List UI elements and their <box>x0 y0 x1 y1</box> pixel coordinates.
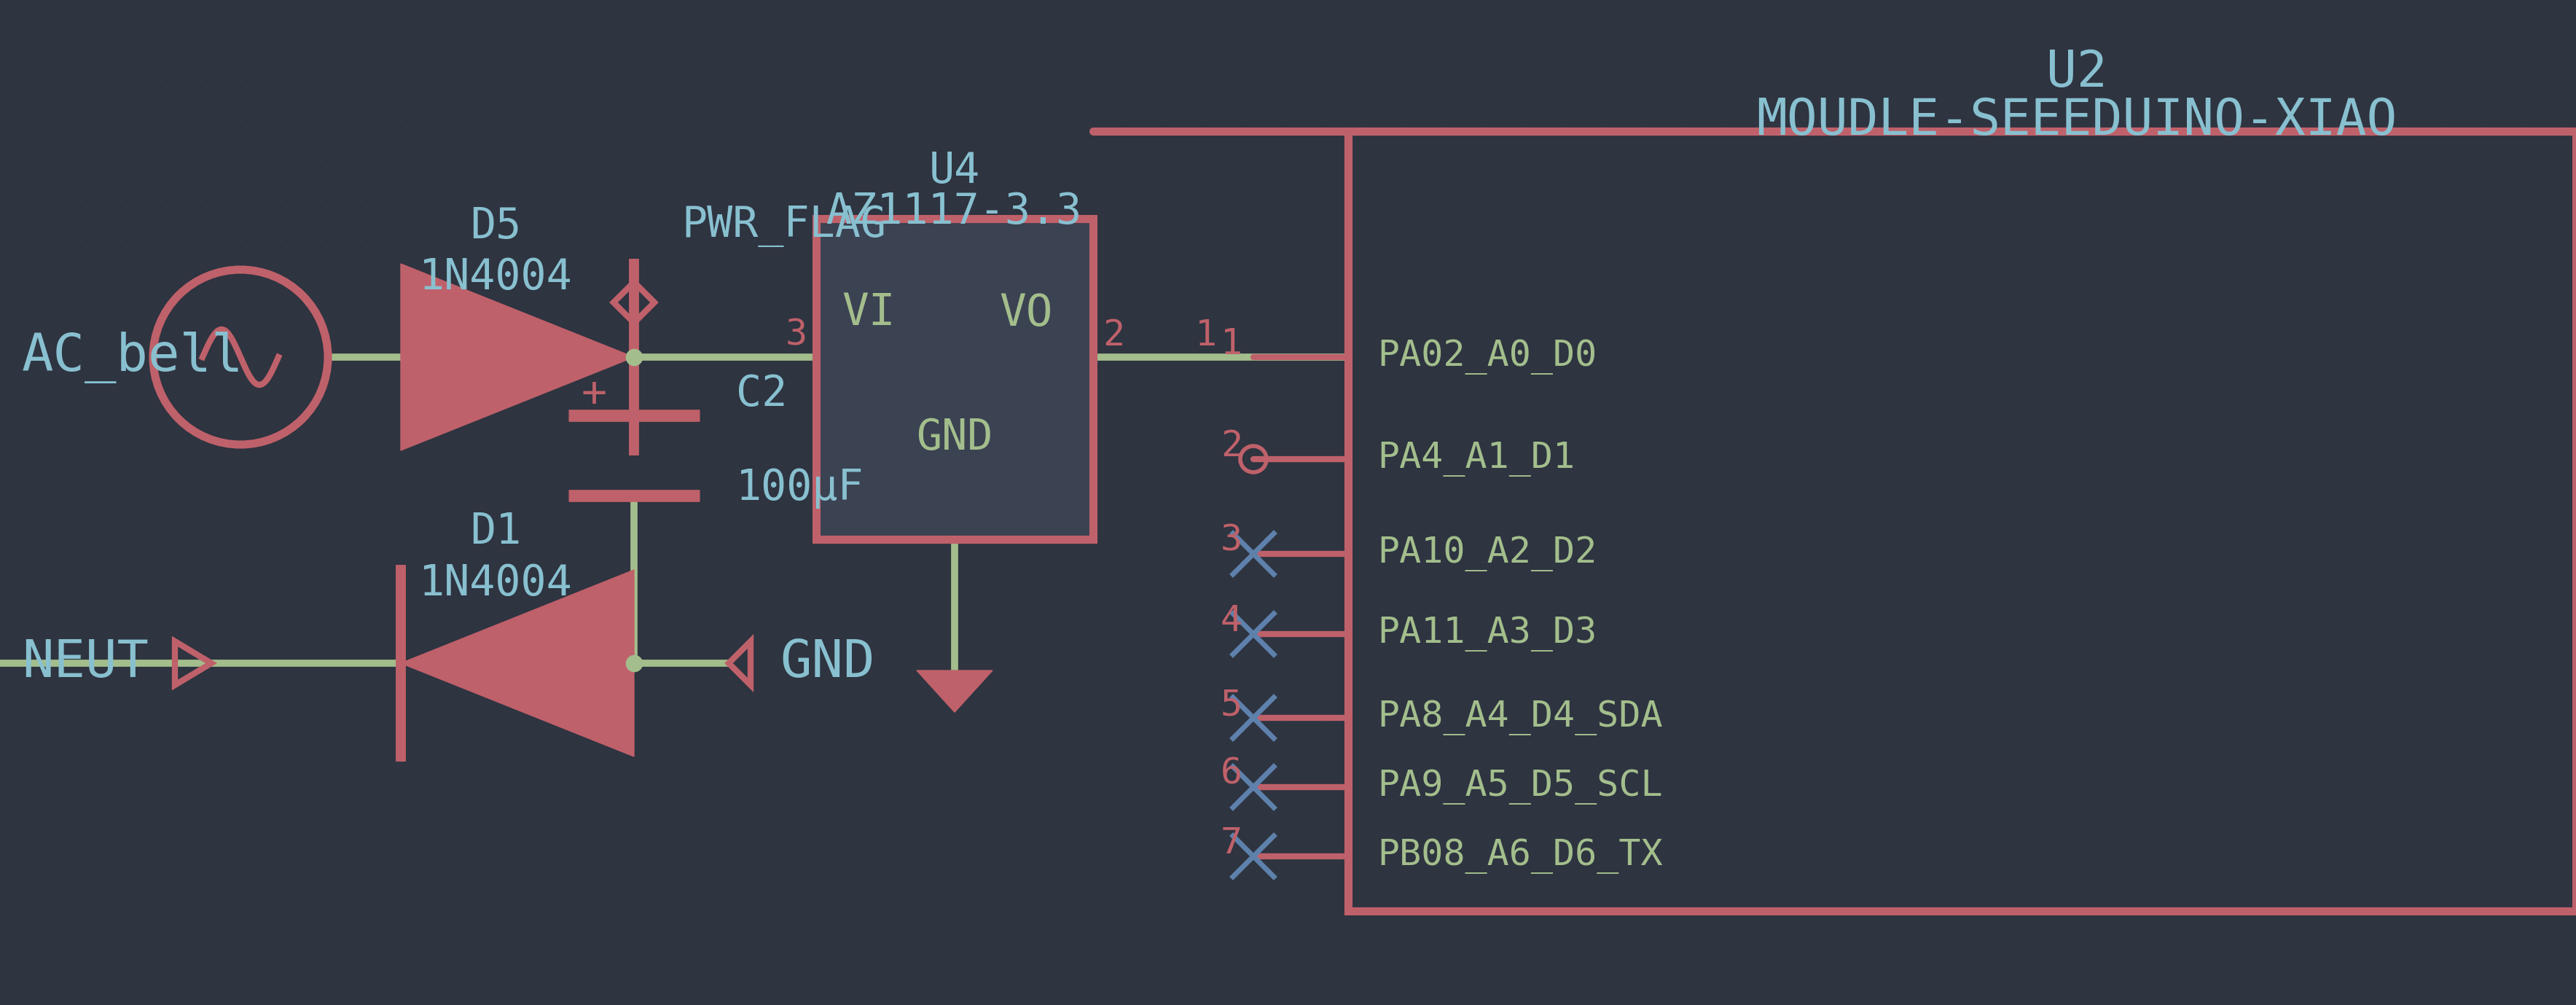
Polygon shape <box>917 670 992 713</box>
Text: PA4_A1_D1: PA4_A1_D1 <box>1378 441 1574 476</box>
Text: C2: C2 <box>737 373 788 414</box>
Text: PWR_FLAG: PWR_FLAG <box>680 205 886 247</box>
Text: 1: 1 <box>1221 327 1242 362</box>
Polygon shape <box>402 570 634 757</box>
Text: 7: 7 <box>1221 826 1242 860</box>
Text: PA9_A5_D5_SCL: PA9_A5_D5_SCL <box>1378 770 1662 805</box>
Text: D1: D1 <box>469 512 520 553</box>
Text: D5: D5 <box>469 205 520 246</box>
Text: PA8_A4_D4_SDA: PA8_A4_D4_SDA <box>1378 700 1662 736</box>
Text: GND: GND <box>917 416 992 458</box>
Text: 1: 1 <box>1195 318 1216 353</box>
Text: 4: 4 <box>1221 603 1242 638</box>
Text: VI: VI <box>842 291 896 335</box>
Text: MOUDLE-SEEEDUINO-XIAO: MOUDLE-SEEEDUINO-XIAO <box>1757 95 2398 145</box>
Text: 1N4004: 1N4004 <box>420 562 572 604</box>
Text: AC_bell: AC_bell <box>21 332 245 383</box>
Text: VO: VO <box>999 291 1054 335</box>
Text: 2: 2 <box>1103 318 1126 353</box>
Text: AZ1117-3.3: AZ1117-3.3 <box>827 191 1082 232</box>
Text: 3: 3 <box>1221 524 1242 558</box>
Polygon shape <box>402 264 634 450</box>
Text: GND: GND <box>781 638 876 688</box>
Text: 100μF: 100μF <box>737 467 863 510</box>
Text: 1N4004: 1N4004 <box>420 256 572 297</box>
Text: PA02_A0_D0: PA02_A0_D0 <box>1378 340 1597 375</box>
Text: PA11_A3_D3: PA11_A3_D3 <box>1378 616 1597 651</box>
Text: 2: 2 <box>1221 428 1242 463</box>
Text: U4: U4 <box>930 151 981 192</box>
Text: U2: U2 <box>2045 48 2107 97</box>
Text: PB08_A6_D6_TX: PB08_A6_D6_TX <box>1378 838 1662 874</box>
Text: 3: 3 <box>786 318 806 353</box>
Text: NEUT: NEUT <box>21 638 149 688</box>
FancyBboxPatch shape <box>817 219 1092 540</box>
Text: PA10_A2_D2: PA10_A2_D2 <box>1378 537 1597 572</box>
Text: 5: 5 <box>1221 687 1242 723</box>
Text: +: + <box>582 373 608 414</box>
Text: 6: 6 <box>1221 757 1242 792</box>
